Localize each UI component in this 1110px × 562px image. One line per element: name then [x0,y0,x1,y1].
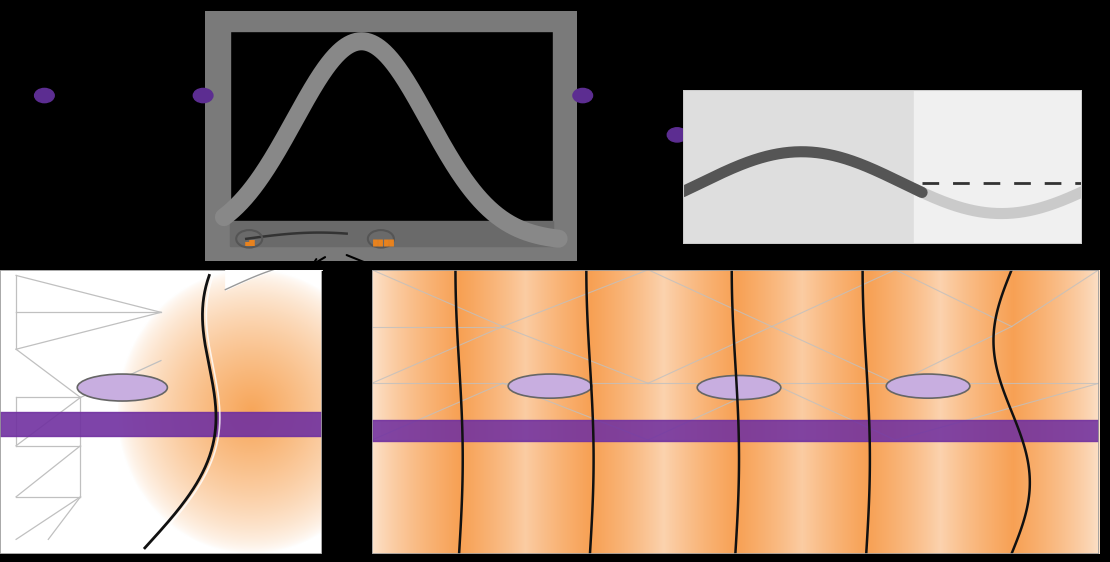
Bar [372,420,1099,442]
Ellipse shape [886,374,970,398]
Bar [205,11,577,31]
Bar [205,11,230,261]
Ellipse shape [508,374,592,398]
Ellipse shape [745,128,765,142]
Bar [205,241,577,261]
Bar [915,90,1082,244]
Ellipse shape [193,88,213,103]
Ellipse shape [78,374,168,401]
Ellipse shape [697,375,780,400]
Bar [683,90,915,244]
Ellipse shape [573,88,593,103]
Bar [553,11,577,261]
Ellipse shape [667,128,687,142]
Bar [0,411,322,436]
Ellipse shape [34,88,54,103]
Bar [230,221,553,246]
